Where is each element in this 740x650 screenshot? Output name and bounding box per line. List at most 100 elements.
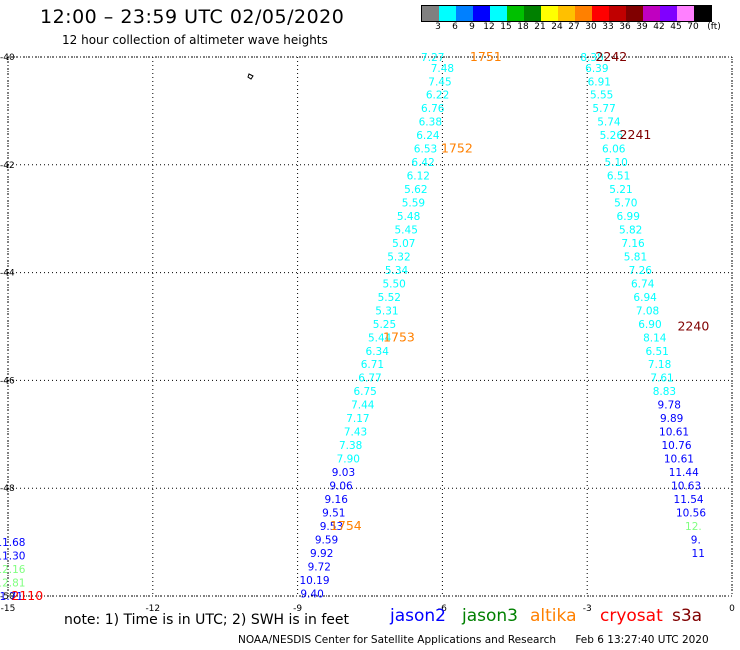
satellite-jason3: jason3 <box>462 606 518 626</box>
wave-height-label: 9.16 <box>325 494 349 506</box>
wave-height-label: 11.54 <box>674 494 704 506</box>
wave-height-label: 5.34 <box>385 265 409 277</box>
wave-height-label: 10.19 <box>299 575 329 587</box>
wave-height-label: 7.48 <box>431 63 454 75</box>
wave-height-label: 7.61 <box>650 373 673 385</box>
wave-height-label: 6.99 <box>617 211 640 223</box>
wave-height-label: 6.42 <box>411 157 434 169</box>
wave-height-label: 6.74 <box>631 278 655 290</box>
wave-height-label: 12.16 <box>0 564 26 576</box>
wave-height-label: 5.26 <box>600 130 624 142</box>
scale-label: 27 <box>568 22 580 32</box>
lat-tick-label: -44 <box>0 269 15 279</box>
pass-time-label: 1754 <box>330 518 362 533</box>
lon-tick-label: -12 <box>145 604 160 614</box>
wave-height-label: 5.07 <box>392 238 415 250</box>
wave-height-label: 10.61 <box>659 427 689 439</box>
scale-label: 21 <box>534 22 546 32</box>
scale-label: 9 <box>469 22 475 32</box>
wave-height-label: 6.38 <box>419 117 442 129</box>
wave-height-label: 11.44 <box>669 467 699 479</box>
wave-height-label: 6.94 <box>633 292 657 304</box>
satellite-altika: altika <box>530 606 577 626</box>
wave-height-label: 6.71 <box>361 359 384 371</box>
scale-swatch <box>558 6 575 21</box>
scale-swatch <box>490 6 507 21</box>
wave-height-label: 6.77 <box>358 373 381 385</box>
wave-height-label: 5.31 <box>375 305 398 317</box>
pass-time-label: 2241 <box>620 127 652 142</box>
wave-height-label: 5.50 <box>382 278 405 290</box>
wave-height-label: 9.92 <box>310 548 333 560</box>
pass-time-label: 2242 <box>595 49 627 64</box>
wave-height-label: 11.68 <box>0 537 25 549</box>
wave-height-label: 7.90 <box>337 454 360 466</box>
island-icon <box>247 73 254 80</box>
wave-height-label: 5.52 <box>378 292 401 304</box>
wave-height-label: 6.90 <box>638 319 661 331</box>
scale-swatch <box>643 6 660 21</box>
pass-time-label: 1751 <box>470 49 502 64</box>
wave-height-label: 6.34 <box>366 346 390 358</box>
wave-height-label: 9.51 <box>322 507 345 519</box>
wave-height-label: 5.48 <box>397 211 420 223</box>
wave-height-label: 6.75 <box>353 386 376 398</box>
wave-height-label: 5.45 <box>395 224 418 236</box>
wave-height-label: 6.12 <box>407 171 430 183</box>
wave-height-label: 7.16 <box>621 238 645 250</box>
wave-height-label: 9.78 <box>658 400 681 412</box>
pass-time-label: 1752 <box>441 141 473 156</box>
scale-swatch <box>422 6 439 21</box>
scale-swatch <box>626 6 643 21</box>
scale-label: 18 <box>517 22 529 32</box>
lon-tick-label: -9 <box>293 604 302 614</box>
wave-height-label: 6.39 <box>585 63 608 75</box>
color-scale-labels: 3 6 9 12 15 18 21 24 27 30 33 36 39 42 45 70 (ft) <box>421 22 740 34</box>
scale-label: 12 <box>483 22 495 32</box>
wave-height-label: 5.62 <box>404 184 427 196</box>
wave-height-label: 11.30 <box>0 551 25 563</box>
wave-height-label: 5.74 <box>597 117 621 129</box>
scale-swatch <box>507 6 524 21</box>
wave-height-label: 5.81 <box>624 251 647 263</box>
wave-height-label: 6.53 <box>414 144 437 156</box>
wave-height-label: 9. <box>691 534 701 546</box>
wave-height-label: 8.14 <box>643 332 667 344</box>
scale-label: 6 <box>452 22 458 32</box>
wave-height-label: 9.53 <box>320 521 343 533</box>
note-text: note: 1) Time is in UTC; 2) SWH is in fe… <box>64 612 350 628</box>
wave-height-label: 11 <box>692 548 705 560</box>
wave-height-label: 7.26 <box>629 265 653 277</box>
lon-tick-label: -3 <box>583 604 592 614</box>
lon-tick-label: 0 <box>729 604 735 614</box>
map-frame <box>7 56 733 597</box>
wave-height-label: 5.25 <box>373 319 396 331</box>
scale-swatch <box>473 6 490 21</box>
wave-height-label: 9.40 <box>300 588 323 600</box>
wave-height-label: 7.38 <box>339 440 362 452</box>
scale-label: (ft) <box>707 22 721 32</box>
lat-tick-label: -50 <box>0 592 15 602</box>
scale-swatch <box>660 6 677 21</box>
scale-label: 39 <box>636 22 648 32</box>
chart-subtitle: 12 hour collection of altimeter wave hei… <box>62 33 328 47</box>
wave-height-label: 7.43 <box>344 427 367 439</box>
footer: NOAA/NESDIS Center for Satellite Applica… <box>238 634 709 646</box>
scale-swatch <box>541 6 558 21</box>
wave-height-label: 6.76 <box>421 103 445 115</box>
wave-height-label: 6.51 <box>645 346 668 358</box>
wave-height-label: 8.83 <box>653 386 676 398</box>
wave-height-label: 10.63 <box>671 481 701 493</box>
wave-height-label: 7.45 <box>428 76 451 88</box>
scale-label: 15 <box>500 22 512 32</box>
scale-swatch <box>575 6 592 21</box>
pass-time-label: 2110 <box>11 588 43 603</box>
scale-label: 70 <box>687 22 699 32</box>
wave-height-label: 10.56 <box>676 507 706 519</box>
lat-tick-label: -42 <box>0 161 15 171</box>
wave-height-label: 7.27 <box>421 52 444 64</box>
satellite-s3a: s3a <box>672 606 703 626</box>
color-scale <box>421 5 712 22</box>
wave-height-label: 6.06 <box>602 144 626 156</box>
